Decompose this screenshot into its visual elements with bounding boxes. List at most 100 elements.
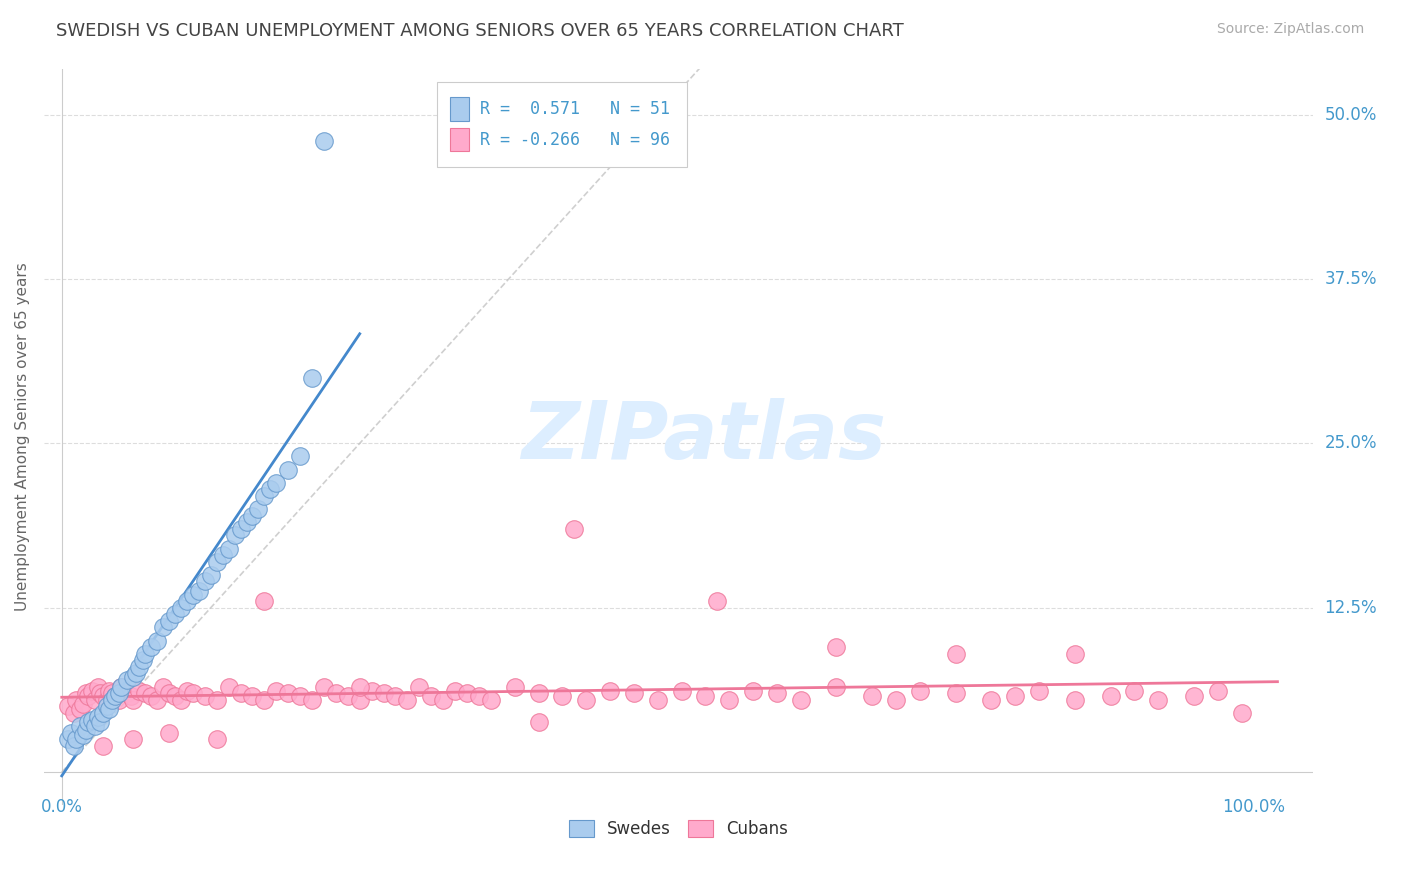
Point	[468, 689, 491, 703]
Point	[420, 689, 443, 703]
Point	[93, 706, 115, 720]
Point	[176, 683, 198, 698]
Point	[75, 686, 97, 700]
Point	[503, 680, 526, 694]
Point	[444, 683, 467, 698]
Point	[432, 693, 454, 707]
Point	[1004, 689, 1026, 703]
Bar	[450, 97, 470, 121]
Point	[575, 693, 598, 707]
Point	[128, 660, 150, 674]
Point	[253, 594, 276, 608]
FancyBboxPatch shape	[437, 82, 688, 167]
Point	[108, 686, 131, 700]
Point	[89, 686, 111, 700]
Point	[1099, 689, 1122, 703]
Point	[62, 739, 84, 753]
Point	[908, 683, 931, 698]
Point	[1028, 683, 1050, 698]
Point	[1182, 689, 1205, 703]
Point	[98, 702, 121, 716]
Point	[349, 680, 371, 694]
Point	[134, 686, 156, 700]
Text: ZIPatlas: ZIPatlas	[522, 398, 886, 475]
Point	[229, 686, 252, 700]
Point	[336, 689, 359, 703]
Point	[277, 463, 299, 477]
Text: 100.0%: 100.0%	[1222, 798, 1285, 816]
Point	[742, 683, 765, 698]
Point	[62, 706, 84, 720]
Point	[408, 680, 430, 694]
Point	[122, 693, 145, 707]
Point	[325, 686, 347, 700]
Text: Source: ZipAtlas.com: Source: ZipAtlas.com	[1216, 22, 1364, 37]
Point	[96, 699, 118, 714]
Point	[56, 699, 79, 714]
Point	[120, 689, 142, 703]
Point	[1063, 647, 1085, 661]
Point	[205, 732, 228, 747]
Y-axis label: Unemployment Among Seniors over 65 years: Unemployment Among Seniors over 65 years	[15, 262, 30, 611]
Point	[288, 689, 311, 703]
Point	[84, 693, 107, 707]
Text: 25.0%: 25.0%	[1324, 434, 1376, 452]
Point	[72, 697, 94, 711]
Point	[194, 574, 217, 589]
Point	[218, 541, 240, 556]
Point	[101, 686, 124, 700]
Point	[312, 680, 335, 694]
Point	[789, 693, 811, 707]
Text: R =  0.571   N = 51: R = 0.571 N = 51	[479, 100, 671, 119]
Point	[141, 689, 163, 703]
Point	[349, 693, 371, 707]
Text: SWEDISH VS CUBAN UNEMPLOYMENT AMONG SENIORS OVER 65 YEARS CORRELATION CHART: SWEDISH VS CUBAN UNEMPLOYMENT AMONG SENI…	[56, 22, 904, 40]
Point	[242, 689, 264, 703]
Point	[122, 732, 145, 747]
Point	[110, 680, 132, 694]
Point	[1230, 706, 1253, 720]
Point	[132, 653, 155, 667]
Point	[718, 693, 741, 707]
Point	[253, 489, 276, 503]
Text: 50.0%: 50.0%	[1324, 105, 1376, 124]
Point	[1063, 693, 1085, 707]
Legend: Swedes, Cubans: Swedes, Cubans	[562, 813, 794, 845]
Point	[301, 693, 323, 707]
Point	[277, 686, 299, 700]
Text: R = -0.266   N = 96: R = -0.266 N = 96	[479, 130, 671, 149]
Point	[373, 686, 395, 700]
Point	[825, 640, 848, 655]
Point	[65, 732, 87, 747]
Point	[163, 689, 186, 703]
Point	[695, 689, 717, 703]
Point	[181, 686, 204, 700]
Point	[1147, 693, 1170, 707]
Point	[146, 633, 169, 648]
Point	[247, 502, 270, 516]
Point	[65, 693, 87, 707]
Text: 0.0%: 0.0%	[41, 798, 83, 816]
Point	[527, 715, 550, 730]
Point	[396, 693, 419, 707]
Point	[527, 686, 550, 700]
Point	[205, 693, 228, 707]
Point	[75, 723, 97, 737]
Point	[647, 693, 669, 707]
Point	[170, 600, 193, 615]
Bar	[450, 128, 470, 152]
Point	[72, 728, 94, 742]
Point	[80, 713, 103, 727]
Text: 12.5%: 12.5%	[1324, 599, 1376, 616]
Point	[110, 680, 132, 694]
Point	[77, 715, 100, 730]
Point	[224, 528, 246, 542]
Point	[253, 693, 276, 707]
Point	[479, 693, 502, 707]
Point	[117, 686, 139, 700]
Point	[218, 680, 240, 694]
Point	[77, 689, 100, 703]
Point	[98, 683, 121, 698]
Point	[242, 508, 264, 523]
Point	[157, 686, 180, 700]
